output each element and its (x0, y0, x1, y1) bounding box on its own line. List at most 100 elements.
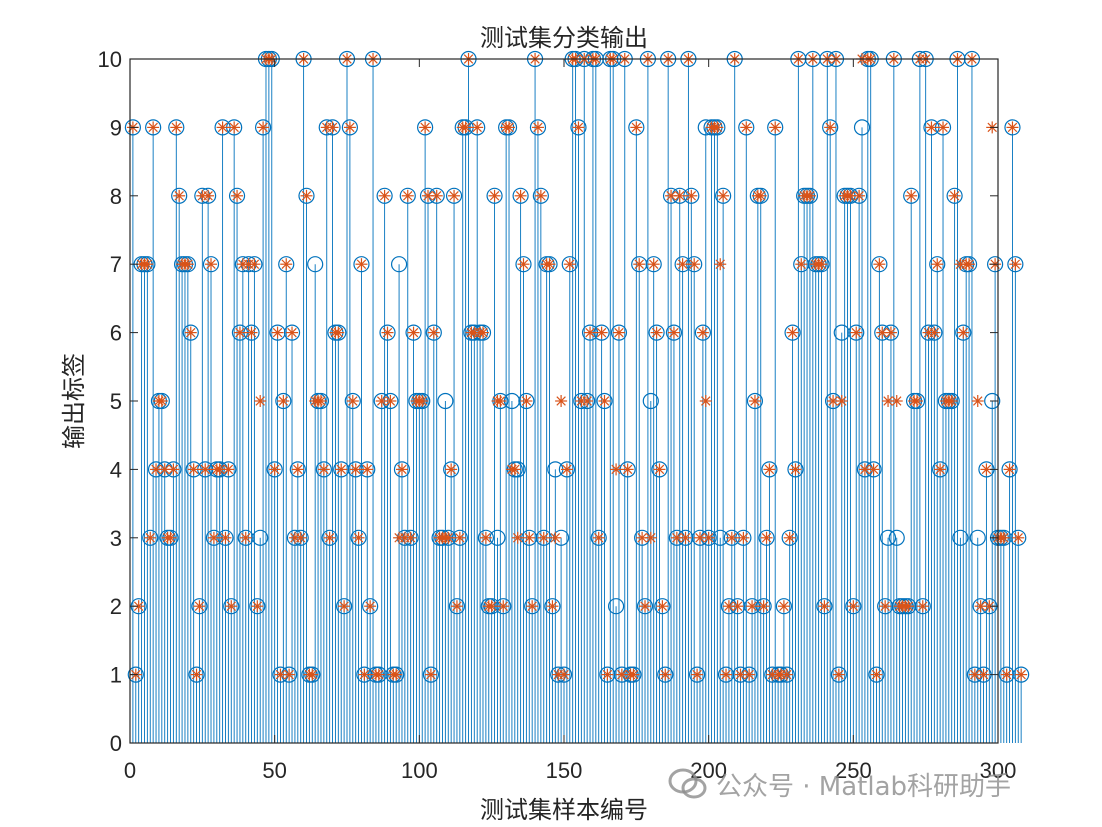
circle-marker (422, 666, 440, 683)
circle-marker (1013, 666, 1030, 683)
star-marker (450, 600, 463, 613)
circle-marker (987, 256, 1004, 273)
circle-marker (362, 598, 379, 615)
circle-marker (715, 187, 732, 204)
circle-marker (868, 666, 885, 683)
circle-marker (688, 666, 706, 683)
star-marker (355, 258, 368, 271)
circle-marker (590, 529, 607, 546)
circle-marker (399, 187, 416, 204)
y-tick-label: 6 (110, 321, 122, 346)
circle-marker (816, 598, 833, 615)
circle-marker (477, 529, 494, 546)
circle-marker (657, 666, 674, 683)
star-marker (743, 668, 756, 681)
circle-marker (787, 461, 804, 478)
star-marker (815, 258, 828, 271)
circle-marker (1004, 119, 1021, 136)
star-marker (476, 326, 489, 339)
star-marker (222, 463, 235, 476)
star-marker (746, 600, 759, 613)
star-marker (225, 600, 238, 613)
star-marker (407, 326, 420, 339)
star-marker (957, 326, 970, 339)
circle-marker (437, 392, 454, 410)
star-marker (549, 531, 562, 544)
star-marker (202, 189, 215, 202)
star-marker (702, 531, 715, 544)
star-marker (824, 121, 837, 134)
star-marker (555, 395, 568, 407)
circle-marker (694, 324, 711, 341)
circle-marker (1001, 461, 1018, 478)
star-marker (832, 668, 845, 681)
circle-marker (188, 666, 205, 683)
star-marker (847, 600, 860, 613)
circle-marker (124, 119, 141, 136)
star-marker (925, 121, 938, 134)
star-marker (572, 121, 585, 134)
y-tick-label: 4 (110, 457, 122, 482)
star-marker (343, 121, 356, 134)
star-marker (404, 531, 417, 544)
circle-marker (443, 461, 460, 478)
star-marker (818, 600, 831, 613)
star-marker (317, 463, 330, 476)
circle-marker (486, 187, 503, 204)
star-marker (205, 258, 218, 271)
circle-marker (223, 598, 240, 615)
x-axis-label: 测试集样本编号 (480, 796, 648, 824)
star-marker (187, 463, 200, 476)
star-marker (219, 531, 232, 544)
star-marker (300, 189, 313, 202)
star-marker (853, 189, 866, 202)
star-marker (560, 463, 573, 476)
circle-marker (202, 256, 220, 273)
circle-marker (775, 598, 792, 615)
star-marker (546, 600, 559, 613)
star-marker (488, 189, 501, 202)
circle-marker (651, 461, 668, 478)
circle-marker (822, 119, 839, 136)
star-marker (251, 600, 264, 613)
x-tick-label: 0 (124, 758, 136, 783)
star-marker (699, 395, 712, 407)
star-marker (673, 189, 686, 202)
star-marker (508, 463, 521, 476)
circle-marker (767, 119, 784, 136)
y-tick-label: 3 (110, 526, 122, 551)
star-marker (479, 531, 492, 544)
star-marker (997, 531, 1010, 544)
star-marker (332, 326, 345, 339)
star-marker (688, 258, 701, 271)
star-marker (326, 121, 339, 134)
circle-marker (168, 119, 185, 136)
star-marker (630, 121, 643, 134)
star-marker (1000, 668, 1013, 681)
star-marker (1006, 121, 1019, 134)
star-marker (233, 326, 246, 339)
star-marker (679, 531, 692, 544)
star-marker (882, 395, 895, 407)
circle-marker (289, 461, 306, 478)
circle-marker (845, 598, 862, 615)
star-marker (754, 189, 767, 202)
star-marker (850, 326, 863, 339)
circle-marker (425, 324, 442, 341)
star-marker (795, 258, 808, 271)
circle-marker (524, 598, 541, 615)
star-marker (916, 600, 929, 613)
star-marker (983, 600, 996, 613)
circle-marker (879, 529, 897, 546)
y-tick-label: 10 (98, 47, 122, 72)
star-marker (543, 258, 556, 271)
circle-marker (761, 461, 778, 478)
circle-marker (145, 119, 162, 136)
x-axis-ticks: 0 50 100 150 200 250 300 (124, 59, 1016, 783)
star-marker (693, 531, 706, 544)
star-marker (711, 121, 724, 134)
star-marker (627, 668, 640, 681)
star-marker (471, 121, 484, 134)
star-marker (610, 463, 623, 476)
